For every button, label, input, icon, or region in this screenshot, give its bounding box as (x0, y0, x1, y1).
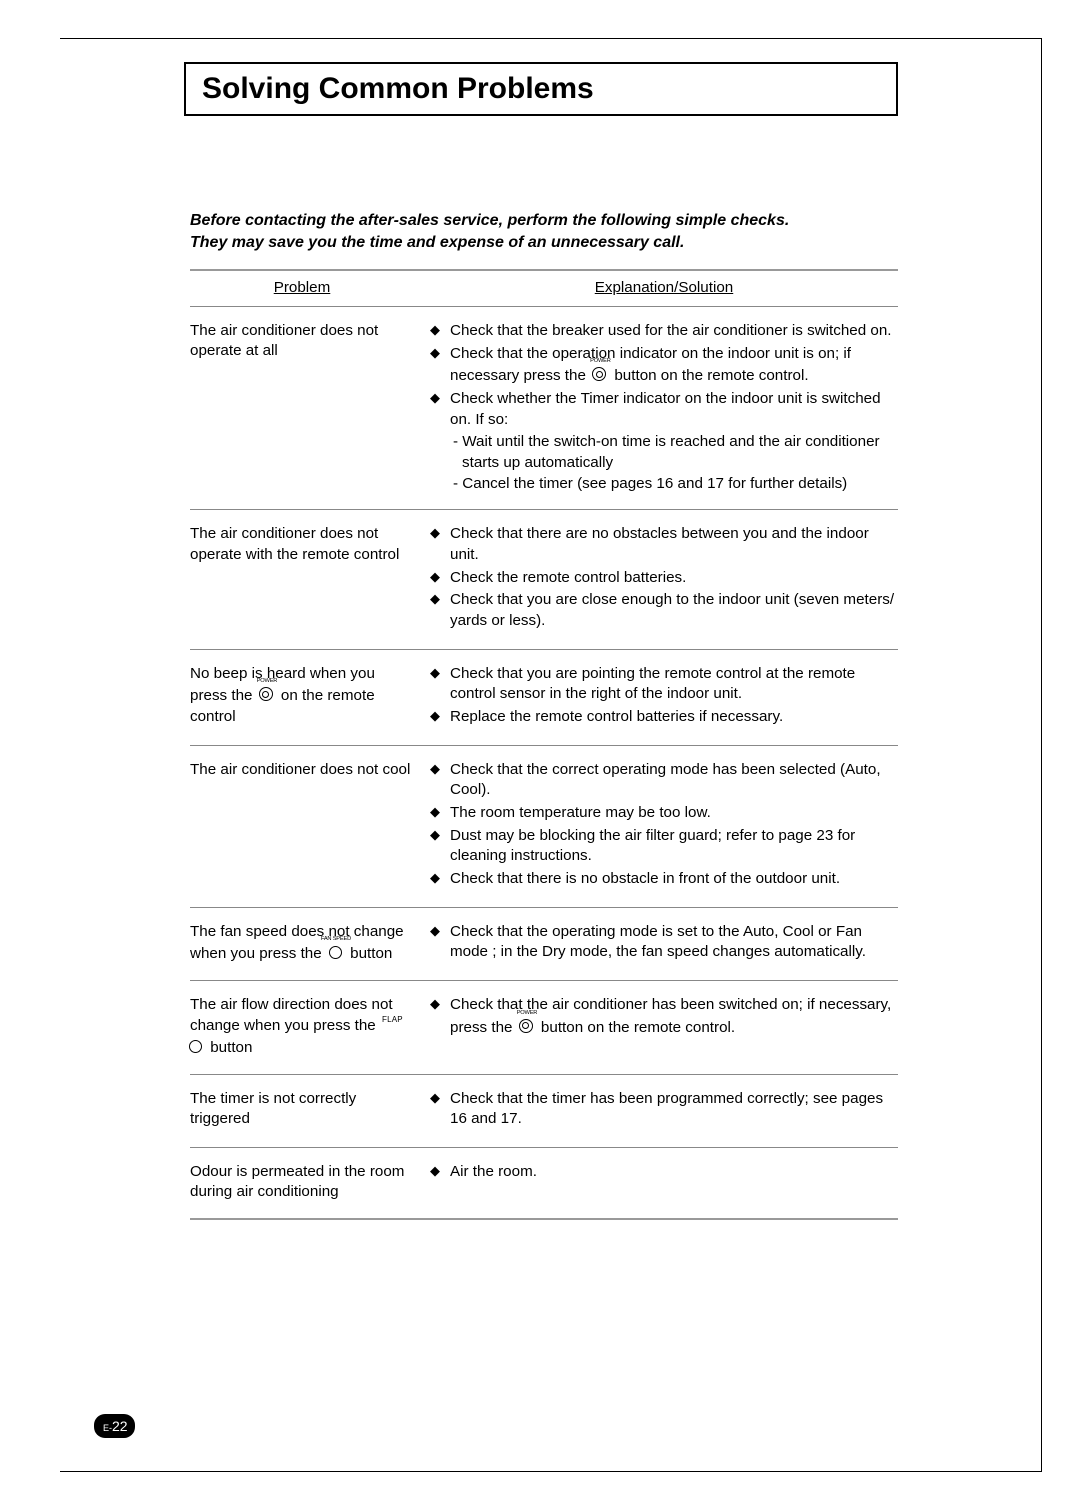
table-header-row: Problem Explanation/Solution (190, 271, 898, 307)
solution-cell: Check that the breaker used for the air … (430, 321, 898, 494)
solution-item: Check that the timer has been programmed… (430, 1089, 898, 1130)
solution-item: Check that there is no obstacle in front… (430, 869, 898, 890)
problem-cell: The fan speed does not change when you p… (190, 922, 430, 965)
problem-cell: The timer is not correctly triggered (190, 1089, 430, 1132)
solution-subline: - Wait until the switch-on time is reach… (450, 432, 898, 473)
solution-list: Air the room. (430, 1162, 898, 1183)
page-number-badge: E-22 (94, 1414, 135, 1438)
solution-list: Check that the timer has been programmed… (430, 1089, 898, 1130)
solution-item: Check that the correct operating mode ha… (430, 760, 898, 801)
solution-item: Check whether the Timer indicator on the… (430, 389, 898, 430)
solution-item: Replace the remote control batteries if … (430, 707, 898, 728)
problem-cell: No beep is heard when you press the POWE… (190, 664, 430, 730)
table-row: The fan speed does not change when you p… (190, 908, 898, 981)
table-header-problem: Problem (190, 278, 430, 299)
problem-cell: The air flow direction does not change w… (190, 995, 430, 1059)
table-row: No beep is heard when you press the POWE… (190, 650, 898, 746)
page-number: 22 (112, 1418, 128, 1434)
solution-cell: Air the room. (430, 1162, 898, 1203)
table-row: The air conditioner does not operate at … (190, 307, 898, 510)
intro-line-2: They may save you the time and expense o… (190, 234, 684, 251)
content-area: Before contacting the after-sales servic… (190, 210, 898, 1220)
solution-list: Check that the breaker used for the air … (430, 321, 898, 430)
troubleshooting-table: Problem Explanation/Solution The air con… (190, 269, 898, 1220)
problem-cell: The air conditioner does not cool (190, 760, 430, 892)
table-row: The air conditioner does not operate wit… (190, 510, 898, 649)
intro-line-1: Before contacting the after-sales servic… (190, 212, 789, 229)
table-row: Odour is permeated in the room during ai… (190, 1148, 898, 1220)
problem-cell: Odour is permeated in the room during ai… (190, 1162, 430, 1203)
table-row: The air flow direction does not change w… (190, 981, 898, 1075)
solution-cell: Check that the correct operating mode ha… (430, 760, 898, 892)
table-row: The timer is not correctly triggeredChec… (190, 1075, 898, 1148)
solution-list: Check that the operating mode is set to … (430, 922, 898, 963)
solution-item: Check that the breaker used for the air … (430, 321, 898, 342)
solution-item: Check that the operating mode is set to … (430, 922, 898, 963)
solution-cell: Check that the operating mode is set to … (430, 922, 898, 965)
solution-list: Check that the correct operating mode ha… (430, 760, 898, 890)
solution-list: Check that there are no obstacles betwee… (430, 524, 898, 631)
solution-item: Air the room. (430, 1162, 898, 1183)
solution-item: The room temperature may be too low. (430, 803, 898, 824)
solution-item: Check that you are pointing the remote c… (430, 664, 898, 705)
table-header-solution: Explanation/Solution (430, 278, 898, 299)
solution-cell: Check that there are no obstacles betwee… (430, 524, 898, 633)
intro-text: Before contacting the after-sales servic… (190, 210, 898, 253)
solution-cell: Check that the timer has been programmed… (430, 1089, 898, 1132)
solution-subline: - Cancel the timer (see pages 16 and 17 … (450, 474, 898, 495)
solution-list: Check that you are pointing the remote c… (430, 664, 898, 728)
solution-cell: Check that the air conditioner has been … (430, 995, 898, 1059)
solution-item: Dust may be blocking the air filter guar… (430, 826, 898, 867)
page-number-prefix: E- (103, 1423, 112, 1433)
solution-item: Check that the air conditioner has been … (430, 995, 898, 1038)
solution-item: Check that there are no obstacles betwee… (430, 524, 898, 565)
table-row: The air conditioner does not coolCheck t… (190, 746, 898, 908)
page-title: Solving Common Problems (202, 72, 880, 106)
power-icon: POWER (590, 364, 610, 384)
flap-icon: FLAP (190, 1017, 401, 1057)
solution-item: Check that you are close enough to the i… (430, 590, 898, 631)
page-left-margin (0, 0, 60, 1510)
problem-cell: The air conditioner does not operate wit… (190, 524, 430, 633)
solution-list: Check that the air conditioner has been … (430, 995, 898, 1038)
section-header: Solving Common Problems (184, 62, 898, 116)
problem-cell: The air conditioner does not operate at … (190, 321, 430, 494)
power-icon: POWER (257, 684, 277, 704)
solution-sublines: - Wait until the switch-on time is reach… (430, 432, 898, 494)
solution-cell: Check that you are pointing the remote c… (430, 664, 898, 730)
power-icon: POWER (517, 1016, 537, 1036)
fan-speed-icon: FAN SPEED (326, 942, 346, 962)
solution-item: Check that the operation indicator on th… (430, 344, 898, 387)
solution-item: Check the remote control batteries. (430, 568, 898, 589)
